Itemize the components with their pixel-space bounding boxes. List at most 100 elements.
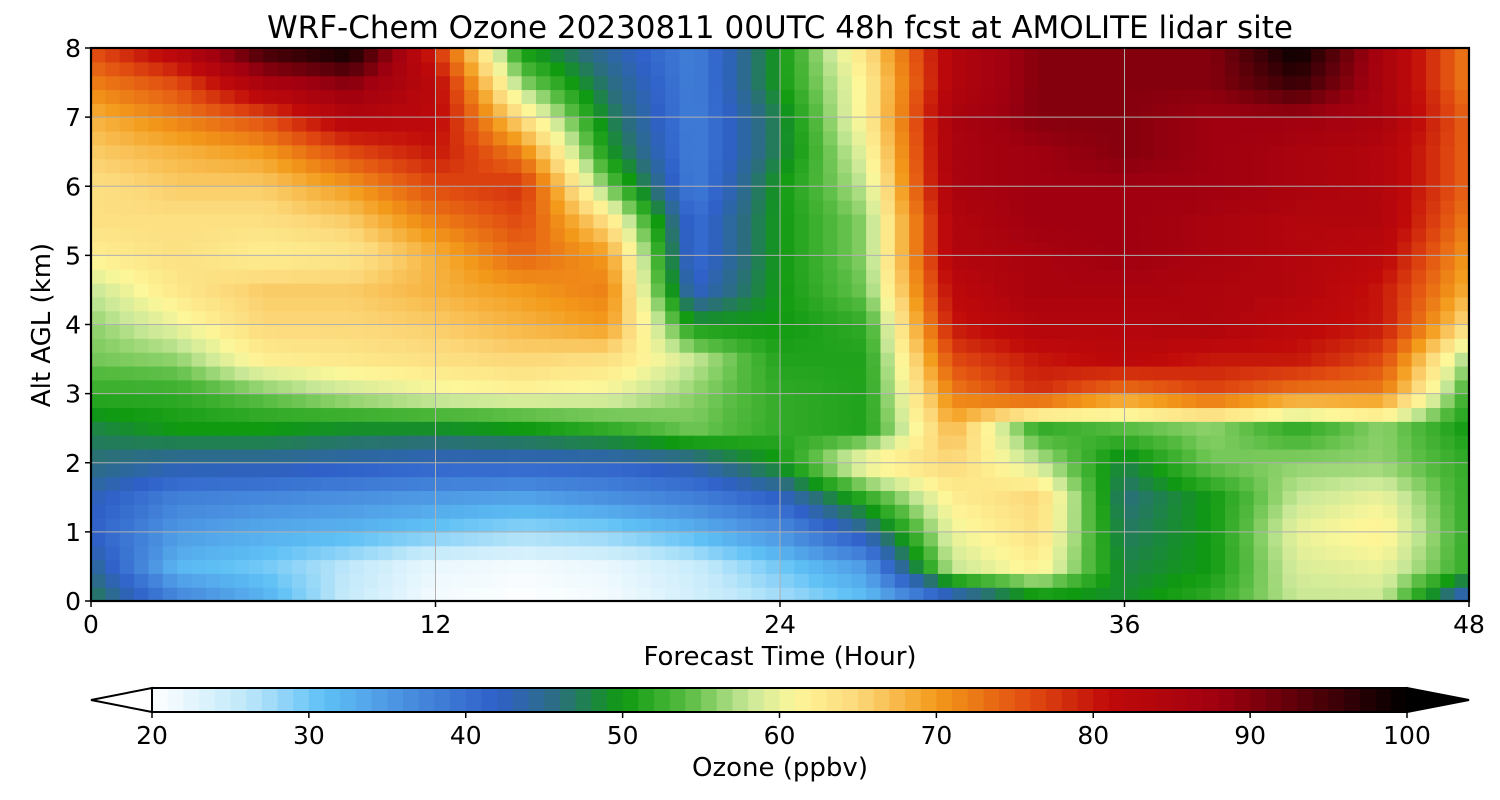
heatmap-cell [1253, 61, 1269, 77]
heatmap-cell [1009, 462, 1025, 478]
heatmap-cell [1038, 269, 1054, 284]
heatmap-cell [1210, 504, 1226, 519]
heatmap-cell [91, 296, 106, 312]
heatmap-cell [1081, 490, 1097, 505]
heatmap-cell [995, 186, 1011, 201]
heatmap-cell [1009, 393, 1025, 409]
heatmap-cell [1311, 352, 1327, 367]
heatmap-cell [263, 338, 279, 353]
heatmap-cell [378, 158, 394, 174]
heatmap-cell [1124, 365, 1140, 381]
heatmap-cell [263, 172, 279, 187]
heatmap-cell [205, 324, 221, 339]
heatmap-cell [335, 324, 350, 339]
heatmap-cell [708, 407, 724, 422]
chart-title: WRF-Chem Ozone 20230811 00UTC 48h fcst a… [267, 10, 1293, 46]
heatmap-cell [521, 200, 537, 215]
heatmap-cell [349, 283, 365, 298]
heatmap-cell [1282, 61, 1298, 77]
heatmap-cell [105, 241, 121, 256]
heatmap-cell [751, 255, 767, 270]
heatmap-cell [952, 545, 968, 561]
heatmap-cell [1268, 462, 1283, 478]
heatmap-cell [923, 75, 939, 91]
heatmap-cell [507, 531, 523, 547]
heatmap-cell [808, 559, 824, 574]
heatmap-cell [1339, 200, 1355, 215]
heatmap-cell [622, 283, 638, 298]
heatmap-cell [148, 476, 164, 491]
heatmap-cell [277, 559, 293, 574]
heatmap-cell [521, 310, 537, 326]
heatmap-cell [780, 130, 795, 146]
heatmap-cell [1067, 407, 1083, 422]
heatmap-cell [191, 200, 207, 215]
heatmap-cell [1138, 531, 1154, 547]
heatmap-cell [1167, 75, 1183, 91]
heatmap-cell [191, 186, 207, 201]
heatmap-cell [1368, 531, 1384, 547]
heatmap-cell [1124, 117, 1140, 132]
heatmap-cell [765, 559, 781, 574]
heatmap-cell [952, 338, 968, 353]
colorbar-swatch [669, 688, 686, 712]
heatmap-cell [1239, 587, 1255, 602]
heatmap-cell [1196, 531, 1212, 547]
heatmap-cell [191, 75, 207, 91]
heatmap-cell [1124, 200, 1140, 215]
heatmap-cell [464, 227, 480, 243]
heatmap-cell [162, 338, 178, 353]
heatmap-cell [392, 213, 408, 229]
heatmap-cell [1110, 352, 1126, 367]
heatmap-cell [449, 200, 465, 215]
heatmap-cell [205, 407, 221, 422]
heatmap-cell [378, 421, 394, 436]
heatmap-cell [119, 393, 135, 409]
heatmap-cell [837, 103, 853, 118]
colorbar-swatch [512, 688, 529, 712]
heatmap-cell [521, 518, 537, 533]
heatmap-cell [837, 476, 853, 491]
heatmap-cell [693, 103, 709, 118]
heatmap-cell [1181, 227, 1197, 243]
heatmap-cell [464, 476, 480, 491]
heatmap-cell [1153, 144, 1169, 160]
heatmap-cell [995, 393, 1011, 409]
heatmap-cell [665, 559, 681, 574]
heatmap-cell [722, 103, 738, 118]
heatmap-cell [363, 75, 379, 91]
heatmap-cell [363, 421, 379, 436]
heatmap-cell [105, 186, 121, 201]
heatmap-cell [1210, 61, 1226, 77]
heatmap-cell [492, 241, 508, 256]
heatmap-cell [823, 61, 839, 77]
heatmap-cell [1339, 241, 1355, 256]
colorbar-tick-label: 30 [293, 721, 325, 750]
x-tick-label: 0 [83, 610, 99, 639]
heatmap-cell [622, 241, 638, 256]
heatmap-cell [866, 186, 882, 201]
heatmap-cell [378, 559, 394, 574]
heatmap-cell [1296, 545, 1312, 561]
heatmap-cell [349, 117, 365, 132]
heatmap-cell [378, 310, 394, 326]
heatmap-cell [995, 103, 1011, 118]
heatmap-cell [535, 283, 551, 298]
heatmap-cell [521, 241, 537, 256]
heatmap-cell [1181, 75, 1197, 91]
heatmap-cell [177, 559, 193, 574]
heatmap-cell [1339, 172, 1355, 187]
heatmap-cell [119, 130, 135, 146]
heatmap-cell [177, 393, 193, 409]
heatmap-cell [1354, 310, 1370, 326]
heatmap-cell [866, 352, 882, 367]
heatmap-cell [220, 407, 236, 422]
heatmap-cell [765, 255, 781, 270]
heatmap-cell [306, 144, 322, 160]
heatmap-cell [937, 545, 953, 561]
heatmap-cell [794, 338, 810, 353]
heatmap-cell [464, 296, 480, 312]
heatmap-cell [349, 462, 365, 478]
heatmap-cell [937, 172, 953, 187]
heatmap-cell [105, 310, 121, 326]
